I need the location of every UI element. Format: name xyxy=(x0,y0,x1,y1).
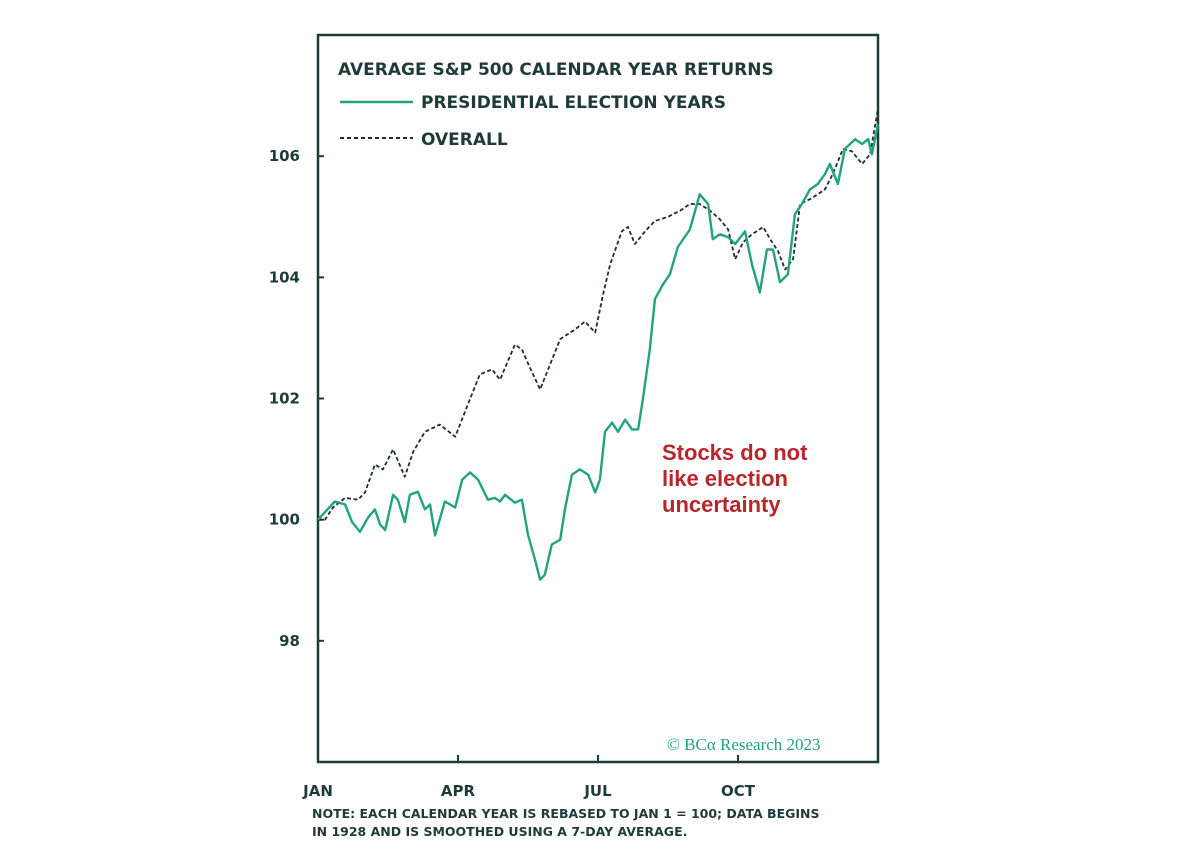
series-line-presidential-election-years xyxy=(317,123,880,581)
plot-frame xyxy=(316,33,880,764)
x-tick-label: OCT xyxy=(721,782,756,800)
annotation-line-2: like election xyxy=(662,466,788,491)
series-lines xyxy=(317,108,880,581)
annotation-line-3: uncertainty xyxy=(662,492,781,517)
x-tick-label: JAN xyxy=(302,782,333,800)
chart-title: AVERAGE S&P 500 CALENDAR YEAR RETURNS xyxy=(338,60,774,80)
legend-label-overall: OVERALL xyxy=(421,130,508,150)
legend-label-presidential: PRESIDENTIAL ELECTION YEARS xyxy=(421,93,726,113)
copyright: © BCα Research 2023 xyxy=(667,735,821,754)
legend: PRESIDENTIAL ELECTION YEARS OVERALL xyxy=(340,93,726,150)
annotation: Stocks do not like election uncertainty xyxy=(662,440,808,517)
series-line-overall xyxy=(318,108,879,521)
note-line-2: IN 1928 AND IS SMOOTHED USING A 7-DAY AV… xyxy=(312,824,687,839)
y-tick-label: 100 xyxy=(269,511,300,529)
y-tick-label: 106 xyxy=(269,147,300,165)
y-tick-label: 102 xyxy=(269,390,300,408)
y-tick-label: 98 xyxy=(279,632,300,650)
annotation-line-1: Stocks do not xyxy=(662,440,808,465)
y-axis: 98 100 102 104 106 xyxy=(269,147,324,650)
x-tick-label: JUL xyxy=(583,782,612,800)
x-axis: JAN APR JUL OCT xyxy=(302,755,756,800)
y-tick-label: 104 xyxy=(269,268,300,286)
note-line-1: NOTE: EACH CALENDAR YEAR IS REBASED TO J… xyxy=(312,806,820,821)
x-tick-label: APR xyxy=(441,782,476,800)
